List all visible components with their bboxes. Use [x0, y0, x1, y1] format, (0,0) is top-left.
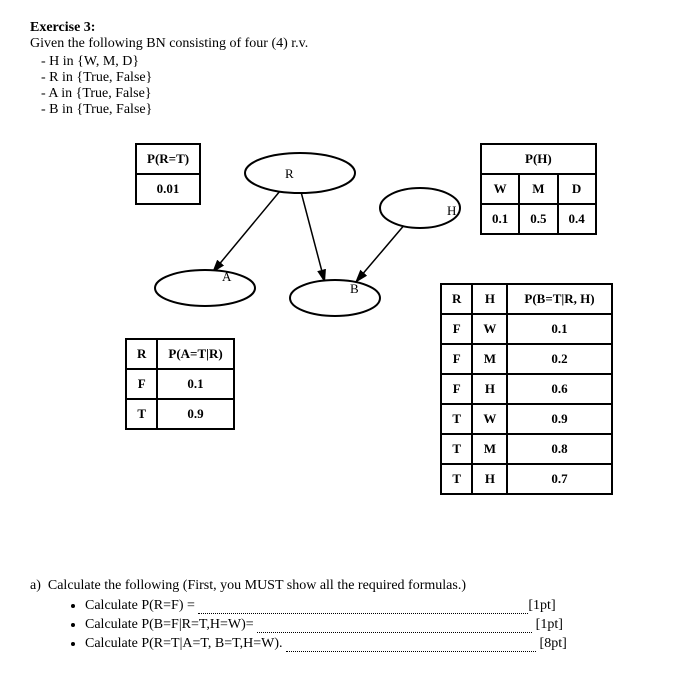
var-a: A in {True, False} [55, 86, 656, 102]
pb-r6-p: 0.7 [507, 464, 611, 494]
pa-col-p: P(A=T|R) [157, 339, 233, 369]
node-h-label: H [447, 203, 456, 218]
pb-r2-r: F [441, 344, 472, 374]
pb-col-r: R [441, 284, 472, 314]
node-a-label: A [222, 269, 232, 284]
variable-list: H in {W, M, D} R in {True, False} A in {… [30, 54, 656, 118]
pb-r6-h: H [472, 464, 507, 494]
question-heading: a) Calculate the following (First, you M… [30, 578, 656, 594]
pa-col-r: R [126, 339, 157, 369]
q3-text: Calculate P(R=T|A=T, B=T,H=W). [85, 636, 286, 651]
pb-r3-h: H [472, 374, 507, 404]
var-b: B in {True, False} [55, 102, 656, 118]
pr-header: P(R=T) [136, 144, 200, 174]
q3-pts: [8pt] [540, 636, 567, 651]
ph-header: P(H) [481, 144, 596, 174]
table-pb: R H P(B=T|R, H) FW0.1 FM0.2 FH0.6 TW0.9 … [440, 283, 613, 495]
question-list: Calculate P(R=F) = [1pt] Calculate P(B=F… [30, 598, 656, 652]
pa-r1-p: 0.1 [157, 369, 233, 399]
pa-r1-r: F [126, 369, 157, 399]
pb-r4-r: T [441, 404, 472, 434]
pb-r3-p: 0.6 [507, 374, 611, 404]
q1-pts: [1pt] [528, 598, 555, 613]
node-r-label: R [285, 166, 294, 181]
pb-col-h: H [472, 284, 507, 314]
ph-col-m: M [519, 174, 557, 204]
pb-r6-r: T [441, 464, 472, 494]
diagram-area: R H A B P(R=T) 0.01 P(H) W M D 0.1 0.5 0… [30, 138, 660, 568]
pb-r3-r: F [441, 374, 472, 404]
pb-r4-p: 0.9 [507, 404, 611, 434]
pb-r1-h: W [472, 314, 507, 344]
pa-r2-r: T [126, 399, 157, 429]
pb-col-p: P(B=T|R, H) [507, 284, 611, 314]
pa-r2-p: 0.9 [157, 399, 233, 429]
question-2: Calculate P(B=F|R=T,H=W)= [1pt] [85, 617, 656, 633]
pb-r2-h: M [472, 344, 507, 374]
pb-r2-p: 0.2 [507, 344, 611, 374]
pb-r5-p: 0.8 [507, 434, 611, 464]
ph-val-w: 0.1 [481, 204, 519, 234]
var-r: R in {True, False} [55, 70, 656, 86]
ph-val-m: 0.5 [519, 204, 557, 234]
q1-text: Calculate P(R=F) = [85, 598, 198, 613]
pb-r4-h: W [472, 404, 507, 434]
pb-r5-h: M [472, 434, 507, 464]
table-ph: P(H) W M D 0.1 0.5 0.4 [480, 143, 597, 235]
pr-value: 0.01 [136, 174, 200, 204]
var-h: H in {W, M, D} [55, 54, 656, 70]
ph-col-d: D [558, 174, 596, 204]
table-pr: P(R=T) 0.01 [135, 143, 201, 205]
pb-r5-r: T [441, 434, 472, 464]
pb-r1-p: 0.1 [507, 314, 611, 344]
pb-r1-r: F [441, 314, 472, 344]
table-pa: R P(A=T|R) F 0.1 T 0.9 [125, 338, 235, 430]
question-1: Calculate P(R=F) = [1pt] [85, 598, 656, 614]
q2-pts: [1pt] [536, 617, 563, 632]
intro-text: Given the following BN consisting of fou… [30, 36, 656, 52]
ph-col-w: W [481, 174, 519, 204]
ph-val-d: 0.4 [558, 204, 596, 234]
q2-text: Calculate P(B=F|R=T,H=W)= [85, 617, 257, 632]
exercise-title: Exercise 3: [30, 20, 656, 36]
question-3: Calculate P(R=T|A=T, B=T,H=W). [8pt] [85, 636, 656, 652]
node-b-label: B [350, 281, 359, 296]
